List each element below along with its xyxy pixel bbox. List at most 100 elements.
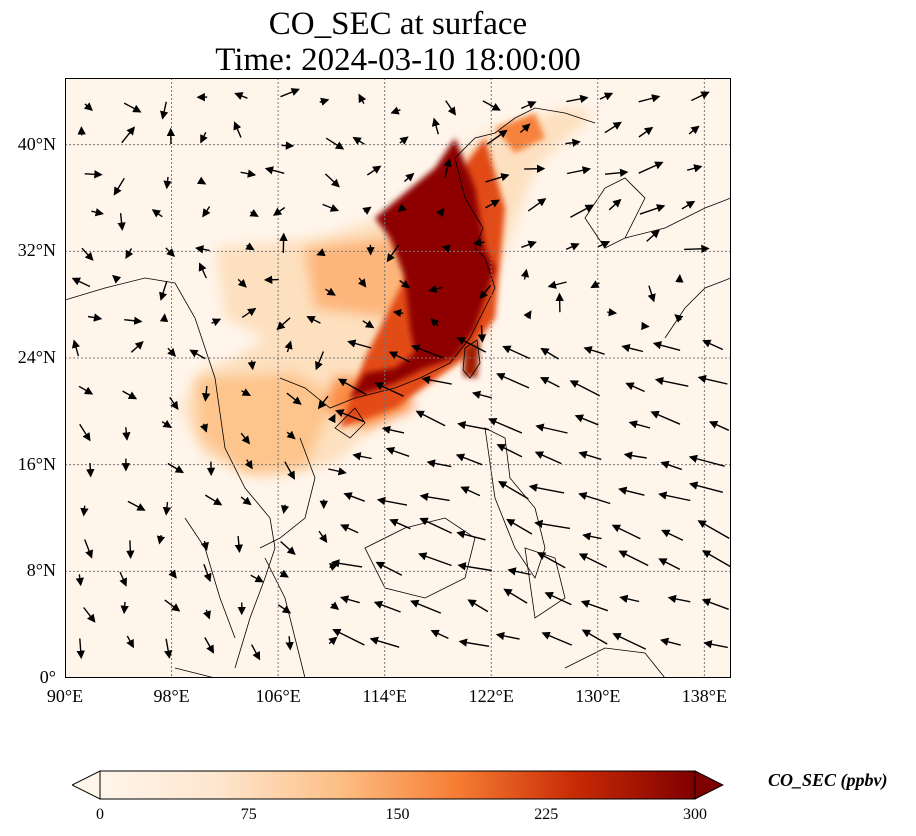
wind-arrow [328,467,347,476]
wind-arrow [479,284,492,300]
latitude-label: 16°N [17,453,56,474]
colorbar-tick-label: 0 [96,806,104,823]
wind-arrow [691,91,710,102]
wind-arrow [388,351,410,363]
wind-arrow [279,569,289,578]
wind-arrow [527,198,547,212]
wind-arrow [521,240,537,249]
wind-arrow [521,101,537,110]
wind-arrow [385,446,410,457]
wind-arrow [357,277,367,288]
wind-arrow [681,200,696,210]
wind-arrow [619,594,640,603]
wind-arrow [618,486,645,496]
wind-arrow [325,137,345,150]
wind-arrow [661,529,684,541]
wind-arrow [201,385,211,402]
wind-arrow [486,129,508,145]
wind-arrow [485,199,500,209]
wind-arrow [113,177,125,196]
wind-arrow [167,347,177,357]
wind-arrow [240,496,252,506]
wind-arrow [441,244,451,253]
wind-arrow [280,540,296,556]
wind-arrow [327,413,336,424]
wind-arrow [456,337,487,353]
wind-arrow [164,599,181,612]
wind-arrow [419,492,450,502]
wind-arrow [233,121,242,138]
wind-arrow [284,461,295,480]
wind-arrow [457,421,490,431]
wind-arrow [570,204,594,218]
wind-arrow [485,173,510,183]
wind-arrow [71,277,91,288]
wind-arrow [250,574,264,583]
wind-arrow [195,245,210,254]
wind-arrow [390,106,401,115]
wind-arrow [319,97,330,106]
wind-arrow [502,345,530,360]
wind-arrow [245,242,255,251]
wind-arrow [392,308,404,318]
wind-arrow [369,636,400,648]
wind-arrow [536,552,566,569]
plot-title: CO_SEC at surface [268,6,528,42]
wind-arrow [652,341,681,351]
wind-arrow [281,141,295,150]
wind-arrow [162,502,172,516]
wind-arrow [436,207,445,218]
wind-arrow [658,558,681,571]
wind-arrow [566,94,589,104]
wind-arrow [472,238,485,247]
wind-arrow [80,505,89,517]
wind-arrow [264,166,285,175]
wind-arrow [347,339,372,349]
wind-arrow [376,496,408,506]
wind-arrow [506,518,533,535]
wind-arrow [565,138,581,147]
wind-arrow [443,158,452,178]
wind-arrow [127,500,146,511]
wind-arrow [701,598,729,610]
wind-arrow [164,638,173,659]
colorbar-tick-label: 225 [534,806,559,823]
wind-arrow [117,213,126,231]
wind-arrow [646,229,660,242]
wind-arrow [159,280,168,301]
wind-arrow [540,347,559,360]
wind-arrow [200,540,209,551]
wind-arrow [203,563,212,583]
wind-arrow [581,629,608,645]
wind-arrow [460,486,481,497]
wind-arrow [122,390,138,400]
wind-arrow [241,388,252,396]
wind-arrow [503,588,528,604]
wind-arrow [565,242,580,251]
wind-arrow [618,550,649,567]
wind-arrow [701,550,731,568]
wind-arrow [352,452,372,461]
wind-arrow [488,417,523,434]
wind-arrow [234,92,248,100]
wind-arrow [156,534,166,545]
wind-arrow [477,325,487,343]
map-frame [65,78,731,678]
wind-arrow [247,360,256,371]
latitude-label: 32°N [17,240,56,261]
wind-arrow [612,633,647,650]
wind-arrow [458,638,490,647]
wind-arrow [374,382,404,397]
wind-arrow [523,310,532,320]
wind-arrow [322,203,340,212]
wind-arrow [507,567,531,576]
colorbar-min-extend [72,770,101,800]
wind-arrow [211,318,222,327]
wind-arrow [204,494,223,506]
wind-arrow [496,444,523,458]
wind-arrow [495,631,520,641]
wind-arrow [641,321,650,331]
wind-arrow [159,313,169,323]
wind-arrow [687,164,703,173]
wind-arrow [373,600,401,613]
